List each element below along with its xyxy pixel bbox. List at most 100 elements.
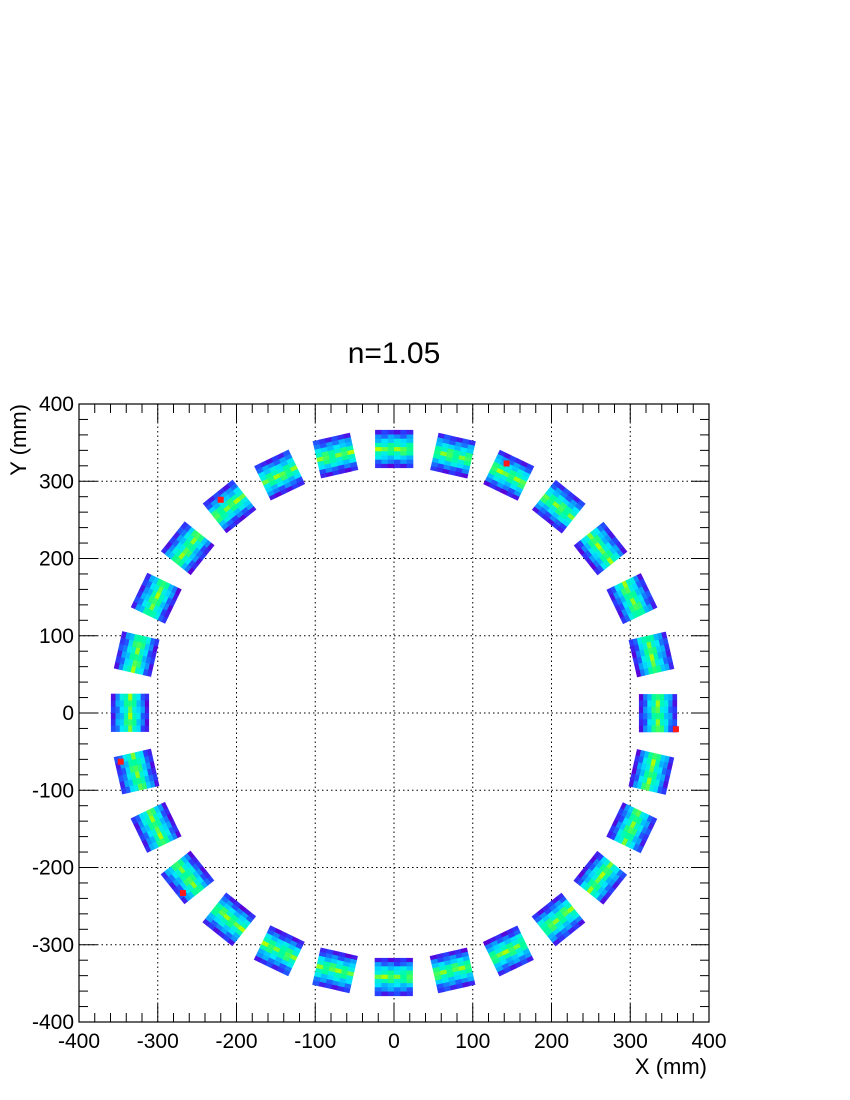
module-cell bbox=[320, 472, 328, 479]
module-cell bbox=[664, 725, 669, 733]
module-cell bbox=[157, 803, 165, 812]
module-cell bbox=[143, 775, 150, 783]
module-cell bbox=[150, 767, 157, 775]
module-cell bbox=[443, 985, 451, 992]
module-cell bbox=[506, 960, 516, 968]
module-cell bbox=[149, 610, 157, 619]
module-cell bbox=[662, 657, 669, 665]
x-tick-label: 0 bbox=[388, 1030, 400, 1053]
module-cell bbox=[131, 758, 138, 767]
module-cell bbox=[127, 759, 134, 768]
module-cell bbox=[387, 446, 395, 452]
module-cell bbox=[597, 878, 606, 887]
module-cell bbox=[234, 928, 243, 937]
module-cell bbox=[163, 610, 171, 619]
module-cell bbox=[554, 931, 563, 940]
module-cell bbox=[123, 657, 130, 666]
module-cell bbox=[375, 429, 382, 435]
module-cell bbox=[230, 514, 239, 523]
module-cell bbox=[617, 836, 625, 845]
module-cell bbox=[221, 522, 230, 531]
module-cell bbox=[439, 969, 448, 976]
module-cell bbox=[331, 950, 340, 957]
module-cell bbox=[217, 930, 226, 939]
module-cell bbox=[431, 461, 439, 468]
module-cell bbox=[132, 653, 139, 661]
module-cell bbox=[406, 450, 414, 456]
module-cell bbox=[547, 932, 556, 940]
module-cell bbox=[646, 777, 653, 785]
module-cell bbox=[215, 902, 224, 911]
module-cell bbox=[619, 546, 628, 555]
module-cell bbox=[619, 871, 628, 880]
module-cell bbox=[394, 434, 401, 439]
module-cell bbox=[138, 584, 146, 593]
module-cell bbox=[406, 455, 414, 460]
module-cell bbox=[650, 601, 658, 610]
module-cell bbox=[628, 639, 635, 647]
module-cell bbox=[162, 602, 170, 611]
detector-module-13 bbox=[130, 572, 182, 624]
module-cell bbox=[442, 981, 450, 988]
module-cell bbox=[593, 567, 602, 576]
module-cell bbox=[597, 886, 605, 895]
module-cell bbox=[333, 447, 342, 454]
module-cell bbox=[328, 966, 336, 973]
module-cell bbox=[583, 875, 592, 884]
module-cell bbox=[619, 802, 628, 811]
module-cell bbox=[406, 987, 413, 992]
module-cell bbox=[342, 458, 351, 465]
module-cell bbox=[191, 863, 200, 872]
module-cell bbox=[283, 937, 292, 945]
module-cell bbox=[218, 508, 227, 517]
module-cell bbox=[617, 807, 625, 816]
module-cell bbox=[406, 970, 413, 976]
module-cell bbox=[228, 521, 237, 530]
module-cell bbox=[144, 572, 152, 581]
y-tick-label: -400 bbox=[32, 1011, 74, 1034]
module-cell bbox=[119, 712, 124, 720]
module-cell bbox=[334, 968, 342, 975]
module-cell bbox=[270, 483, 279, 491]
module-cell bbox=[637, 824, 645, 833]
module-cell bbox=[146, 669, 153, 677]
module-cell bbox=[127, 639, 134, 647]
module-cell bbox=[147, 822, 155, 831]
module-cell bbox=[157, 613, 165, 622]
module-cell bbox=[238, 904, 247, 913]
module-cell bbox=[235, 510, 244, 519]
y-tick-label: -100 bbox=[32, 779, 74, 802]
module-cell bbox=[326, 445, 335, 452]
module-cell bbox=[240, 506, 249, 515]
module-cell bbox=[223, 525, 232, 534]
module-cell bbox=[589, 562, 598, 571]
module-cell bbox=[660, 754, 667, 763]
hot-spot-1 bbox=[672, 726, 679, 733]
module-cell bbox=[190, 888, 198, 897]
module-cell bbox=[145, 656, 152, 664]
module-cell bbox=[144, 700, 150, 707]
module-cell bbox=[666, 762, 673, 771]
module-cell bbox=[394, 455, 401, 460]
module-cell bbox=[644, 764, 651, 772]
module-cell bbox=[335, 455, 344, 462]
module-cell bbox=[612, 544, 621, 553]
y-axis-title: Y (mm) bbox=[6, 404, 31, 476]
module-cell bbox=[646, 814, 654, 824]
y-tick-label: 200 bbox=[39, 548, 74, 571]
module-cell bbox=[486, 946, 495, 954]
module-cell bbox=[274, 490, 283, 498]
module-cell bbox=[501, 470, 510, 478]
module-cell bbox=[225, 518, 235, 527]
module-cell bbox=[631, 767, 638, 776]
module-cell bbox=[225, 910, 234, 918]
module-cell bbox=[220, 501, 229, 510]
module-cell bbox=[381, 429, 389, 435]
module-cell bbox=[507, 946, 516, 954]
module-cell bbox=[572, 506, 581, 514]
module-cell bbox=[283, 481, 292, 489]
module-cell bbox=[449, 984, 457, 991]
module-cell bbox=[123, 760, 130, 768]
module-cell bbox=[566, 905, 575, 914]
module-cell bbox=[661, 767, 668, 776]
